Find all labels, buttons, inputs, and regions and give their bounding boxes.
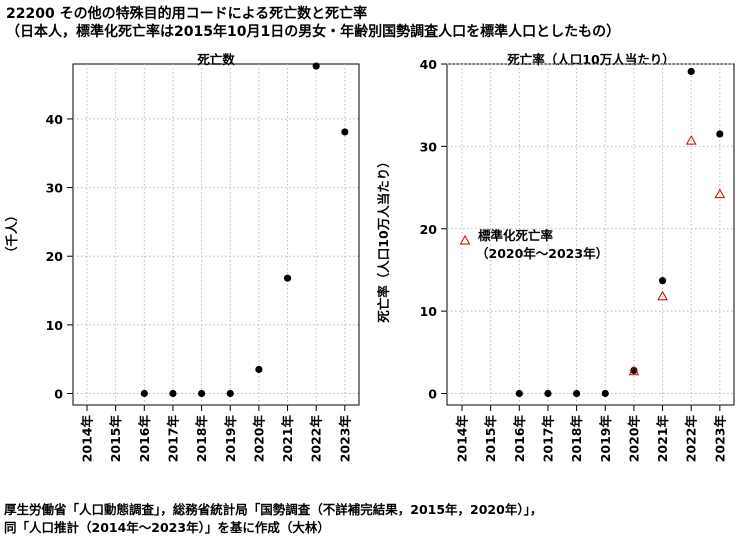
y-tick-label: 10 [420,304,438,319]
x-tick-label: 2016年 [137,415,152,463]
chart-subtitle: （日本人，標準化死亡率は2015年10月1日の男女・年齢別国勢調査人口を標準人口… [6,24,621,40]
source-note-line2: 同「人口推計（2014年～2023年）」を基に作成（大林） [4,520,330,535]
x-tick-label: 2014年 [80,415,95,463]
x-tick-label: 2020年 [626,415,641,463]
x-tick-label: 2015年 [108,415,123,463]
y-tick-label: 30 [420,139,438,154]
chart-title: 22200 その他の特殊目的用コードによる死亡数と死亡率 [6,6,368,22]
y-axis-label-death-count: （千人） [4,209,19,259]
death-count-point [140,389,148,398]
x-tick-label: 2022年 [309,415,324,463]
x-tick-label: 2020年 [251,415,266,463]
death-rate-point [515,389,523,398]
death-count-panel: 死亡数 0 10 20 30 40 2014年 2015年 2016年 2017年 2018年 2… [4,52,360,463]
y-tick-label: 40 [420,57,438,72]
standardized-rate-point [657,290,668,301]
x-tick-label: 2014年 [455,415,470,463]
y-tick-label: 20 [420,222,438,237]
death-count-point [255,365,263,374]
x-tick-label: 2017年 [540,415,555,463]
x-tick-label: 2015年 [483,415,498,463]
y-tick-label: 0 [428,387,437,402]
y-tick-label: 0 [54,387,63,402]
death-rate-point [573,389,581,398]
death-rate-point [544,389,552,398]
x-tick-label: 2022年 [684,415,699,463]
y-tick-label: 10 [46,318,64,333]
death-rate-point [687,67,695,76]
death-rate-panel: 死亡率（人口10万人当たり） 0 10 20 30 40 2014年 2015年 2016年… [376,52,735,463]
x-tick-label: 2019年 [223,415,238,463]
x-tick-label: 2017年 [165,415,180,463]
x-tick-label: 2018年 [194,415,209,463]
plot-frame-death-count [72,63,360,406]
x-tick-label: 2023年 [337,415,352,463]
death-count-point [341,128,349,136]
y-tick-label: 30 [46,181,64,196]
death-rate-point [658,277,667,285]
x-tick-label: 2023年 [712,415,727,463]
death-rate-point [601,389,609,398]
y-tick-label: 20 [46,249,64,264]
x-tick-label: 2019年 [598,415,613,463]
source-note-line1: 厚生労働省「人口動態調査」，総務省統計局「国勢調査（不詳補完結果，2015年，2… [4,502,543,517]
plot-frame-death-rate [446,63,735,406]
death-count-point [312,62,320,70]
death-count-point [169,389,177,398]
y-tick-label: 40 [46,112,64,127]
death-rate-point [630,366,638,375]
panel-title-death-rate: 死亡率（人口10万人当たり） [506,52,674,67]
x-tick-label: 2018年 [569,415,584,463]
standardized-rate-point [628,365,640,376]
death-count-point [198,389,206,398]
legend-triangle-marker [459,234,471,245]
y-axis-label-death-rate: 死亡率（人口10万人当たり） [376,155,391,323]
standardized-rate-point [714,188,726,199]
death-count-point [283,274,292,282]
legend-label-period: （2020年～2023年） [476,246,608,261]
x-tick-label: 2016年 [512,415,527,463]
death-rate-point [716,130,724,138]
death-count-point [226,389,234,398]
x-tick-label: 2021年 [280,415,295,463]
standardized-rate-point [685,135,697,145]
legend-label-standardized: 標準化死亡率 [478,228,554,243]
x-tick-label: 2021年 [655,415,670,463]
panel-title-death-count: 死亡数 [196,52,235,67]
